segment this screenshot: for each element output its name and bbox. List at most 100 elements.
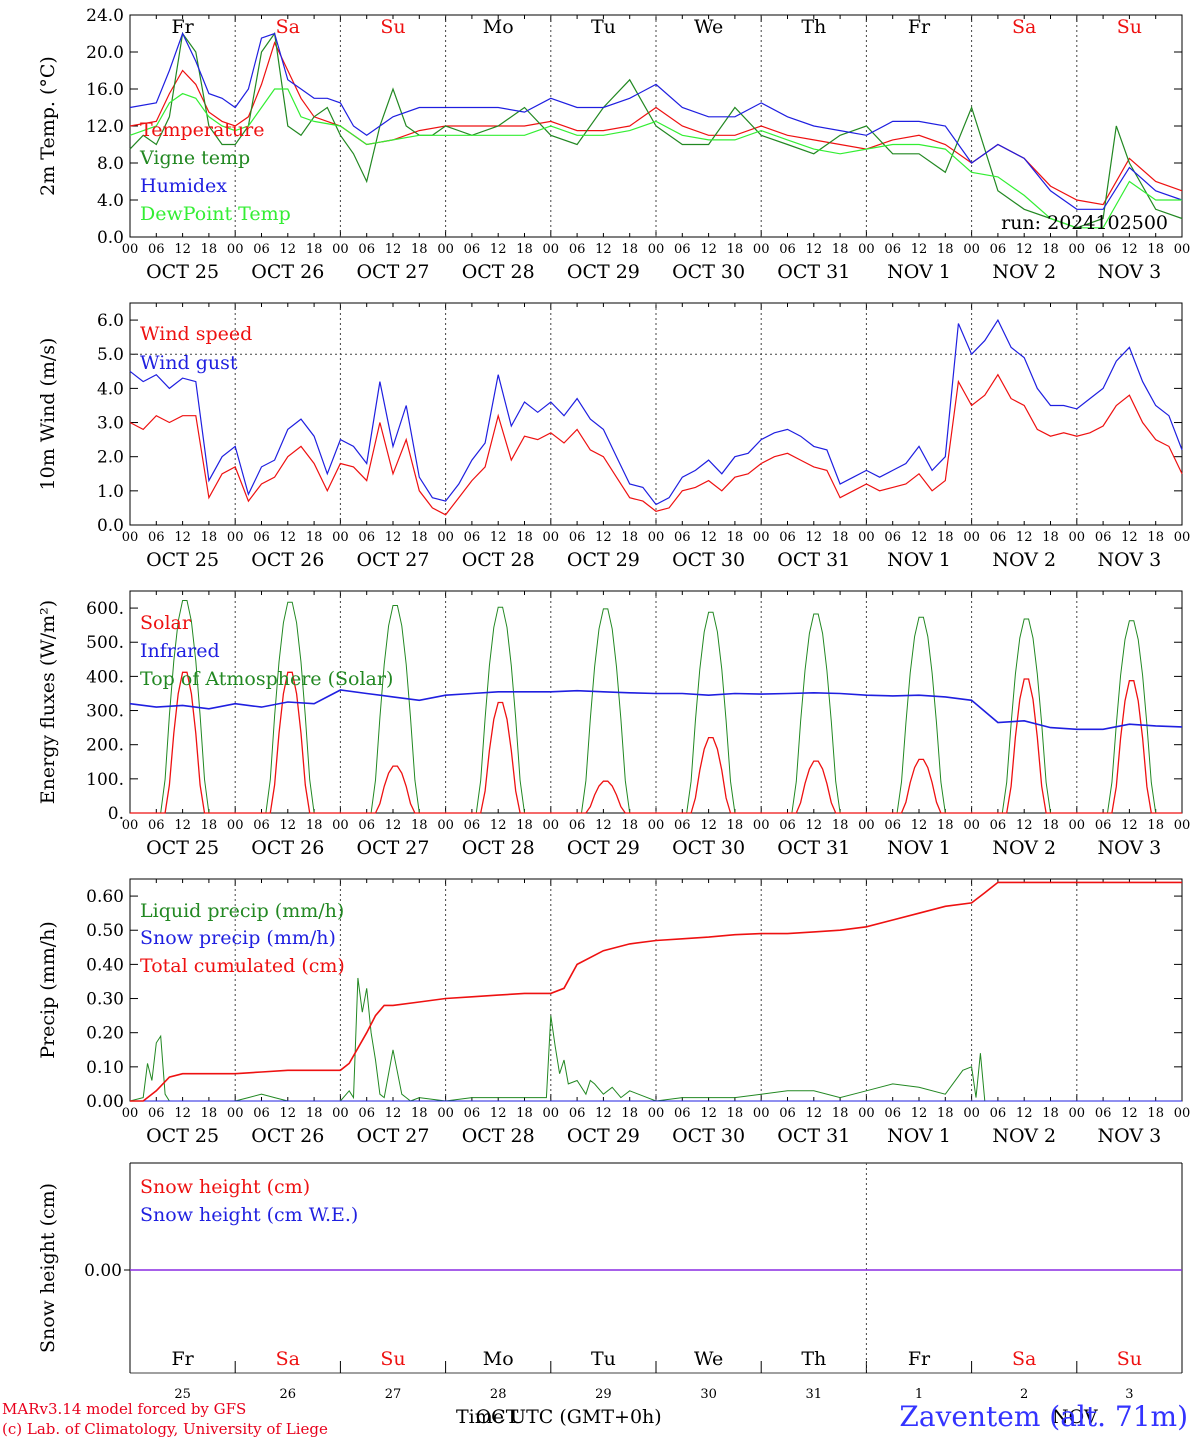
hour-tick-label: 06 — [990, 818, 1007, 833]
hour-tick-label: 06 — [253, 1106, 270, 1121]
weekday-label: Fr — [171, 1348, 194, 1370]
hour-tick-label: 12 — [806, 530, 823, 545]
hour-tick-label: 00 — [122, 242, 139, 257]
day-number-label: 3 — [1125, 1387, 1133, 1402]
date-label: OCT 31 — [777, 549, 850, 571]
date-label: OCT 27 — [356, 261, 429, 283]
hour-tick-label: 12 — [280, 242, 297, 257]
date-label: NOV 2 — [992, 837, 1056, 859]
hour-tick-label: 00 — [437, 530, 454, 545]
hour-tick-label: 12 — [1121, 242, 1138, 257]
y-tick-label: 6.0 — [97, 311, 124, 331]
hour-tick-label: 00 — [753, 530, 770, 545]
hour-tick-label: 06 — [358, 530, 375, 545]
hour-tick-label: 00 — [1174, 1106, 1191, 1121]
y-tick-label: 500. — [86, 633, 124, 653]
hour-tick-label: 12 — [490, 818, 507, 833]
y-axis-title: Energy fluxes (W/m²) — [37, 600, 59, 804]
hour-tick-label: 00 — [963, 242, 980, 257]
hour-tick-label: 12 — [1121, 818, 1138, 833]
hour-tick-label: 00 — [1174, 242, 1191, 257]
day-number-label: 28 — [490, 1387, 507, 1402]
legend-entry: Liquid precip (mm/h) — [140, 900, 344, 922]
hour-tick-label: 18 — [727, 242, 744, 257]
hour-tick-label: 06 — [779, 242, 796, 257]
y-axis-title: Snow height (cm) — [37, 1183, 59, 1353]
y-tick-label: 0.20 — [86, 1024, 124, 1044]
date-label: OCT 25 — [146, 1125, 219, 1147]
hour-tick-label: 00 — [963, 1106, 980, 1121]
hour-tick-label: 18 — [411, 818, 428, 833]
hour-tick-label: 00 — [227, 818, 244, 833]
hour-tick-label: 18 — [306, 818, 323, 833]
date-label: OCT 30 — [672, 549, 745, 571]
hour-tick-label: 18 — [516, 1106, 533, 1121]
series-humidex-line — [129, 31, 1183, 210]
date-label: NOV 1 — [887, 549, 951, 571]
hour-tick-label: 18 — [832, 530, 849, 545]
y-tick-label: 0.30 — [86, 990, 124, 1010]
hour-tick-label: 18 — [621, 1106, 638, 1121]
x-axis-title: Time UTC (GMT+0h) — [456, 1406, 662, 1428]
date-label: NOV 3 — [1098, 261, 1162, 283]
panel-5: 0.00 Snow height (cm) Snow height (cm) Snow… — [37, 1162, 1183, 1428]
hour-tick-label: 12 — [280, 818, 297, 833]
hour-tick-label: 00 — [648, 1106, 665, 1121]
hour-tick-label: 12 — [385, 1106, 402, 1121]
hour-tick-label: 06 — [779, 530, 796, 545]
hour-tick-label: 18 — [727, 530, 744, 545]
hour-tick-label: 00 — [227, 1106, 244, 1121]
y-axis-title: Precip (mm/h) — [37, 921, 59, 1059]
y-tick-label: 600. — [86, 599, 124, 619]
y-tick-label: 16.0 — [86, 80, 124, 100]
date-label: OCT 25 — [146, 261, 219, 283]
date-label: OCT 29 — [567, 1125, 640, 1147]
legend-entry: Temperature — [140, 119, 264, 141]
hour-tick-label: 12 — [700, 818, 717, 833]
hour-tick-label: 18 — [201, 242, 218, 257]
date-label: NOV 3 — [1098, 1125, 1162, 1147]
hour-tick-label: 06 — [990, 1106, 1007, 1121]
legend-entry: Wind speed — [140, 323, 252, 345]
hour-tick-label: 18 — [411, 530, 428, 545]
weekday-label: Tu — [591, 16, 616, 38]
hour-tick-label: 12 — [1121, 1106, 1138, 1121]
y-tick-label: 5.0 — [97, 345, 124, 365]
y-tick-label: 2.0 — [97, 448, 124, 468]
date-label: NOV 3 — [1098, 837, 1162, 859]
date-label: NOV 2 — [992, 1125, 1056, 1147]
hour-tick-label: 06 — [464, 1106, 481, 1121]
weekday-label: Su — [1117, 16, 1142, 38]
date-label: NOV 1 — [887, 837, 951, 859]
hour-tick-label: 12 — [1016, 242, 1033, 257]
model-credit: MARv3.14 model forced by GFS — [2, 1400, 247, 1418]
hour-tick-label: 06 — [674, 242, 691, 257]
series-solar-line — [130, 671, 1182, 814]
hour-tick-label: 06 — [569, 530, 586, 545]
hour-tick-label: 00 — [1069, 530, 1086, 545]
series-dewpoint-temp-line — [129, 88, 1182, 229]
hour-tick-label: 12 — [385, 818, 402, 833]
hour-tick-label: 18 — [937, 242, 954, 257]
hour-tick-label: 00 — [227, 530, 244, 545]
hour-tick-label: 12 — [595, 818, 612, 833]
hour-tick-label: 06 — [148, 818, 165, 833]
y-tick-label: 0.0 — [97, 516, 124, 536]
hour-tick-label: 06 — [1095, 530, 1112, 545]
weekday-label: We — [694, 16, 723, 38]
date-label: OCT 26 — [251, 837, 324, 859]
hour-tick-label: 00 — [543, 530, 560, 545]
weekday-label: Th — [801, 16, 826, 38]
series-total-line — [130, 881, 1182, 1102]
y-tick-label: 0.60 — [86, 887, 124, 907]
hour-tick-label: 18 — [937, 1106, 954, 1121]
date-label: OCT 28 — [462, 261, 535, 283]
y-tick-label: 0.00 — [84, 1261, 122, 1281]
hour-tick-label: 00 — [648, 818, 665, 833]
hour-tick-label: 00 — [1069, 242, 1086, 257]
weekday-label: Sa — [1012, 16, 1036, 38]
series-infrared-line — [129, 689, 1183, 731]
hour-tick-label: 00 — [122, 530, 139, 545]
weekday-label: Sa — [1012, 1348, 1036, 1370]
hour-tick-label: 00 — [858, 818, 875, 833]
